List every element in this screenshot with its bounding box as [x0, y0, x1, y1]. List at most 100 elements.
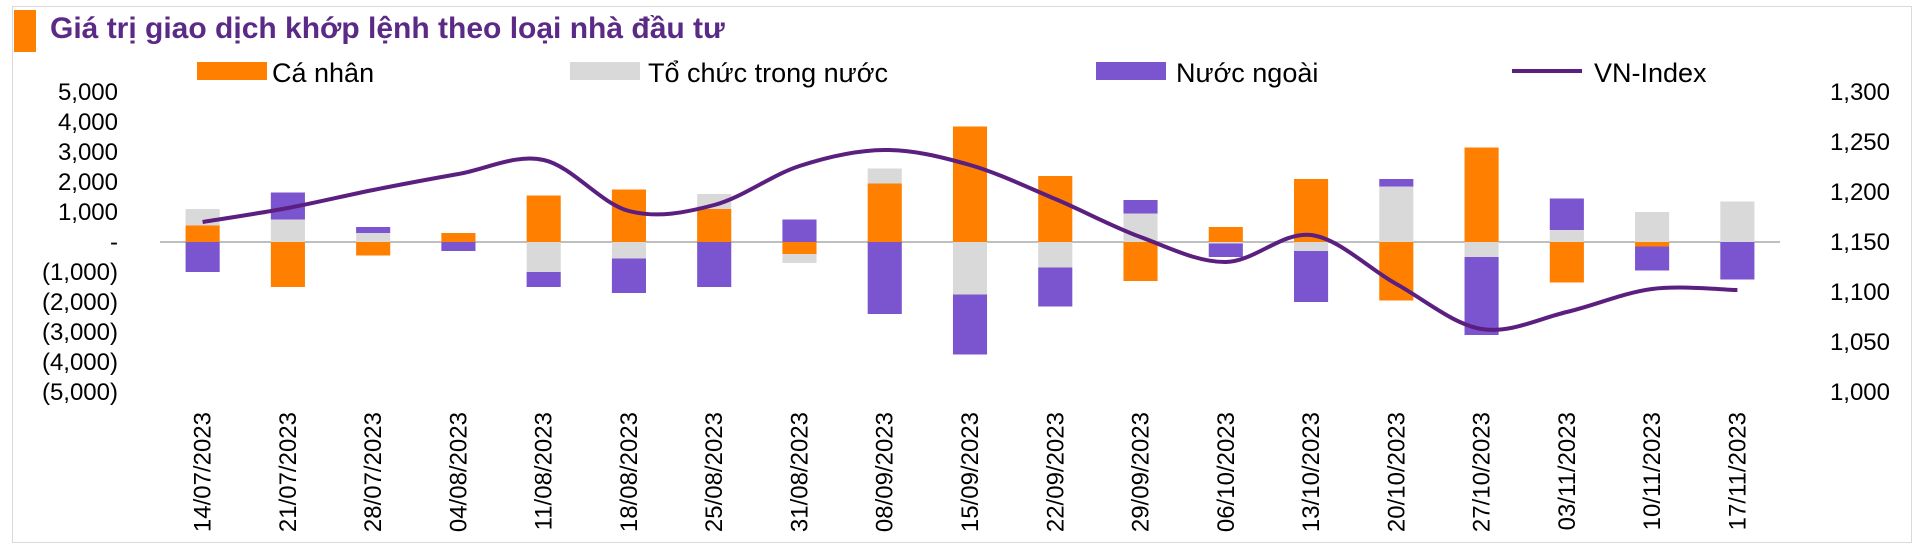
x-tick-label: 22/09/2023: [1042, 412, 1069, 532]
bar-nuoc-ngoai: [952, 294, 988, 355]
y-right-tick-label: 1,250: [1830, 129, 1890, 156]
y-left-tick-label: (4,000): [42, 349, 118, 376]
bar-nuoc-ngoai: [1038, 267, 1073, 307]
bar-to-chuc-trong-nuoc: [1720, 201, 1755, 242]
y-left-tick-label: 4,000: [58, 109, 118, 136]
y-left-tick-label: (5,000): [42, 379, 118, 406]
bar-to-chuc-trong-nuoc: [952, 242, 988, 295]
y-right-tick-label: 1,300: [1830, 79, 1890, 106]
bar-to-chuc-trong-nuoc: [526, 242, 561, 272]
bar-ca-nhan: [1294, 179, 1329, 242]
legend-swatch-to-chuc: [570, 62, 640, 80]
bar-ca-nhan: [1464, 147, 1499, 242]
bar-nuoc-ngoai: [782, 219, 817, 242]
bar-ca-nhan: [1549, 242, 1584, 283]
y-left-tick-label: 5,000: [58, 79, 118, 106]
bar-to-chuc-trong-nuoc: [1208, 242, 1243, 244]
x-tick-label: 18/08/2023: [616, 412, 643, 532]
y-right-tick-label: 1,200: [1830, 179, 1890, 206]
bar-nuoc-ngoai: [1464, 257, 1499, 335]
bar-nuoc-ngoai: [1123, 200, 1158, 214]
bar-nuoc-ngoai: [1720, 242, 1755, 280]
bar-to-chuc-trong-nuoc: [1038, 242, 1073, 268]
bar-nuoc-ngoai: [356, 227, 391, 233]
bar-to-chuc-trong-nuoc: [1635, 212, 1670, 242]
bar-to-chuc-trong-nuoc: [611, 242, 646, 259]
y-left-tick-label: 1,000: [58, 199, 118, 226]
bar-ca-nhan: [1208, 227, 1243, 242]
bar-nuoc-ngoai: [1294, 251, 1329, 302]
bar-to-chuc-trong-nuoc: [356, 233, 391, 242]
bar-nuoc-ngoai: [185, 242, 220, 272]
bar-to-chuc-trong-nuoc: [867, 168, 902, 184]
title-accent-bar: [14, 10, 36, 52]
bar-nuoc-ngoai: [441, 242, 476, 251]
legend-label-ca-nhan: Cá nhân: [272, 58, 374, 88]
legend: Cá nhân Tổ chức trong nước Nước ngoài VN…: [197, 58, 1707, 88]
y-right-tick-label: 1,100: [1830, 279, 1890, 306]
bar-ca-nhan: [1635, 242, 1670, 247]
x-tick-label: 04/08/2023: [445, 412, 472, 532]
bar-nuoc-ngoai: [697, 242, 732, 287]
bar-to-chuc-trong-nuoc: [1549, 230, 1584, 242]
legend-label-nuoc-ngoai: Nước ngoài: [1176, 58, 1318, 88]
x-tick-label: 25/08/2023: [701, 412, 728, 532]
x-tick-label: 31/08/2023: [786, 412, 813, 532]
y-left-tick-label: (3,000): [42, 319, 118, 346]
x-tick-label: 14/07/2023: [190, 412, 217, 532]
bar-ca-nhan: [1038, 176, 1073, 242]
chart-title: Giá trị giao dịch khớp lệnh theo loại nh…: [50, 12, 725, 45]
x-tick-label: 20/10/2023: [1383, 412, 1410, 532]
legend-swatch-ca-nhan: [197, 62, 267, 80]
legend-label-to-chuc: Tổ chức trong nước: [648, 58, 888, 88]
x-tick-label: 29/09/2023: [1128, 412, 1155, 532]
x-tick-label: 15/09/2023: [957, 412, 984, 532]
bar-nuoc-ngoai: [1549, 198, 1584, 230]
bar-ca-nhan: [952, 126, 988, 242]
y-left-tick-label: (2,000): [42, 289, 118, 316]
y-left-tick-label: 3,000: [58, 139, 118, 166]
x-tick-label: 13/10/2023: [1298, 412, 1325, 532]
y-left-tick-label: (1,000): [42, 259, 118, 286]
legend-swatch-nuoc-ngoai: [1096, 62, 1166, 80]
bar-nuoc-ngoai: [1379, 179, 1414, 187]
x-tick-label: 03/11/2023: [1554, 412, 1581, 530]
x-tick-label: 10/11/2023: [1639, 412, 1666, 530]
legend-label-vn-index: VN-Index: [1594, 58, 1707, 88]
bar-to-chuc-trong-nuoc: [1379, 186, 1414, 242]
bar-ca-nhan: [611, 189, 646, 242]
bar-nuoc-ngoai: [1635, 246, 1670, 271]
plot-area: 5,000 4,000 3,000 2,000 1,000 - (1,000) (2,000)…: [42, 79, 1890, 532]
bar-nuoc-ngoai: [526, 272, 561, 287]
bar-to-chuc-trong-nuoc: [185, 209, 220, 226]
bar-ca-nhan: [1123, 242, 1158, 281]
bar-ca-nhan: [270, 242, 305, 287]
y-left-tick-label: 2,000: [58, 169, 118, 196]
bar-to-chuc-trong-nuoc: [270, 219, 305, 242]
bar-ca-nhan: [185, 225, 220, 242]
bar-ca-nhan: [867, 183, 902, 242]
x-tick-label: 21/07/2023: [275, 412, 302, 532]
bar-to-chuc-trong-nuoc: [1464, 242, 1499, 257]
line-vn-index: [202, 147, 1738, 332]
bar-ca-nhan: [526, 195, 561, 242]
chart-frame: [12, 6, 1912, 543]
x-tick-label: 11/08/2023: [531, 412, 558, 530]
bar-ca-nhan: [697, 209, 732, 242]
bar-ca-nhan: [782, 242, 817, 254]
y-right-tick-label: 1,000: [1830, 379, 1890, 406]
x-tick-label: 06/10/2023: [1213, 412, 1240, 532]
x-tick-label: 08/09/2023: [872, 412, 899, 532]
bar-to-chuc-trong-nuoc: [782, 254, 817, 263]
bar-ca-nhan: [441, 233, 476, 242]
y-right-tick-label: 1,150: [1830, 229, 1890, 256]
bar-nuoc-ngoai: [1208, 243, 1243, 257]
y-left-tick-label: -: [110, 229, 118, 256]
x-tick-label: 27/10/2023: [1469, 412, 1496, 532]
y-right-tick-label: 1,050: [1830, 329, 1890, 356]
x-tick-label: 17/11/2023: [1724, 412, 1751, 530]
x-tick-label: 28/07/2023: [360, 412, 387, 532]
bar-nuoc-ngoai: [867, 242, 902, 314]
bar-nuoc-ngoai: [611, 258, 646, 293]
